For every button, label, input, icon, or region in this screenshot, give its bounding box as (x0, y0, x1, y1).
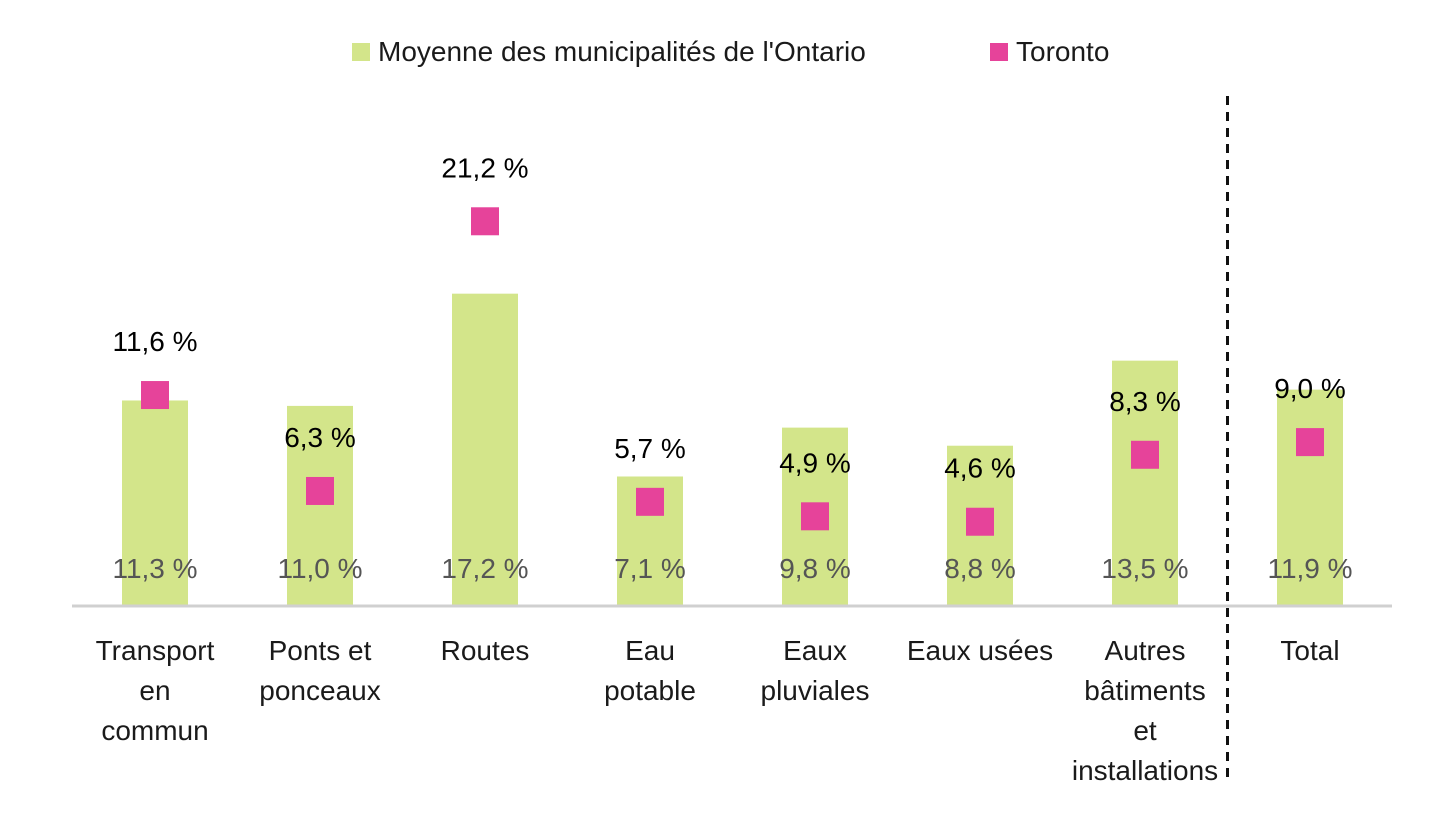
marker-data-label-7: 9,0 % (1274, 373, 1346, 404)
legend-swatch-ontario (352, 43, 370, 61)
marker-data-label-5: 4,6 % (944, 453, 1016, 484)
bar-ontario-7 (1277, 389, 1343, 605)
marker-toronto-7 (1296, 428, 1324, 457)
category-label-1-0: Ponts et (269, 635, 372, 666)
category-label-1-1: ponceaux (259, 675, 380, 706)
marker-data-label-1: 6,3 % (284, 422, 356, 453)
marker-toronto-5 (966, 507, 994, 536)
bar-data-label-2: 17,2 % (441, 553, 528, 584)
marker-toronto-6 (1131, 440, 1159, 469)
legend-label-toronto: Toronto (1016, 36, 1110, 67)
legend-swatch-toronto (990, 43, 1008, 61)
category-label-5-0: Eaux usées (907, 635, 1053, 666)
bar-data-label-1: 11,0 % (277, 553, 362, 584)
bar-data-label-0: 11,3 % (112, 553, 197, 584)
marker-data-label-0: 11,6 % (112, 326, 197, 357)
chart-legend: Moyenne des municipalités de l'Ontario T… (0, 36, 1436, 76)
category-label-0-0: Transport (96, 635, 215, 666)
marker-toronto-2 (471, 207, 499, 236)
category-label-4-1: pluviales (761, 675, 870, 706)
category-label-6-0: Autres (1105, 635, 1186, 666)
category-label-3-1: potable (604, 675, 696, 706)
category-label-0-2: commun (101, 715, 208, 746)
category-label-3-0: Eau (625, 635, 675, 666)
category-label-2-0: Routes (441, 635, 530, 666)
bar-ontario-1 (287, 405, 353, 605)
marker-toronto-1 (306, 476, 334, 505)
marker-toronto-4 (801, 502, 829, 531)
bar-data-label-3: 7,1 % (614, 553, 686, 584)
bar-data-label-5: 8,8 % (944, 553, 1016, 584)
category-label-6-3: installations (1072, 755, 1218, 786)
bar-ontario-0 (122, 400, 188, 605)
category-label-6-1: bâtiments (1084, 675, 1205, 706)
legend-item-toronto: Toronto (990, 36, 1109, 68)
category-label-7-0: Total (1280, 635, 1339, 666)
legend-item-ontario: Moyenne des municipalités de l'Ontario (352, 36, 866, 68)
marker-data-label-6: 8,3 % (1109, 386, 1181, 417)
category-label-4-0: Eaux (783, 635, 847, 666)
marker-data-label-3: 5,7 % (614, 433, 686, 464)
bar-ontario-6 (1112, 360, 1178, 605)
bar-ontario-2 (452, 293, 518, 605)
bar-data-label-4: 9,8 % (779, 553, 851, 584)
category-label-0-1: en (139, 675, 170, 706)
bar-data-label-6: 13,5 % (1101, 553, 1188, 584)
bar-data-label-7: 11,9 % (1267, 553, 1352, 584)
marker-data-label-2: 21,2 % (441, 152, 528, 183)
category-label-6-2: et (1133, 715, 1157, 746)
marker-data-label-4: 4,9 % (779, 447, 851, 478)
marker-toronto-0 (141, 381, 169, 410)
marker-toronto-3 (636, 487, 664, 516)
legend-label-ontario: Moyenne des municipalités de l'Ontario (378, 36, 866, 67)
